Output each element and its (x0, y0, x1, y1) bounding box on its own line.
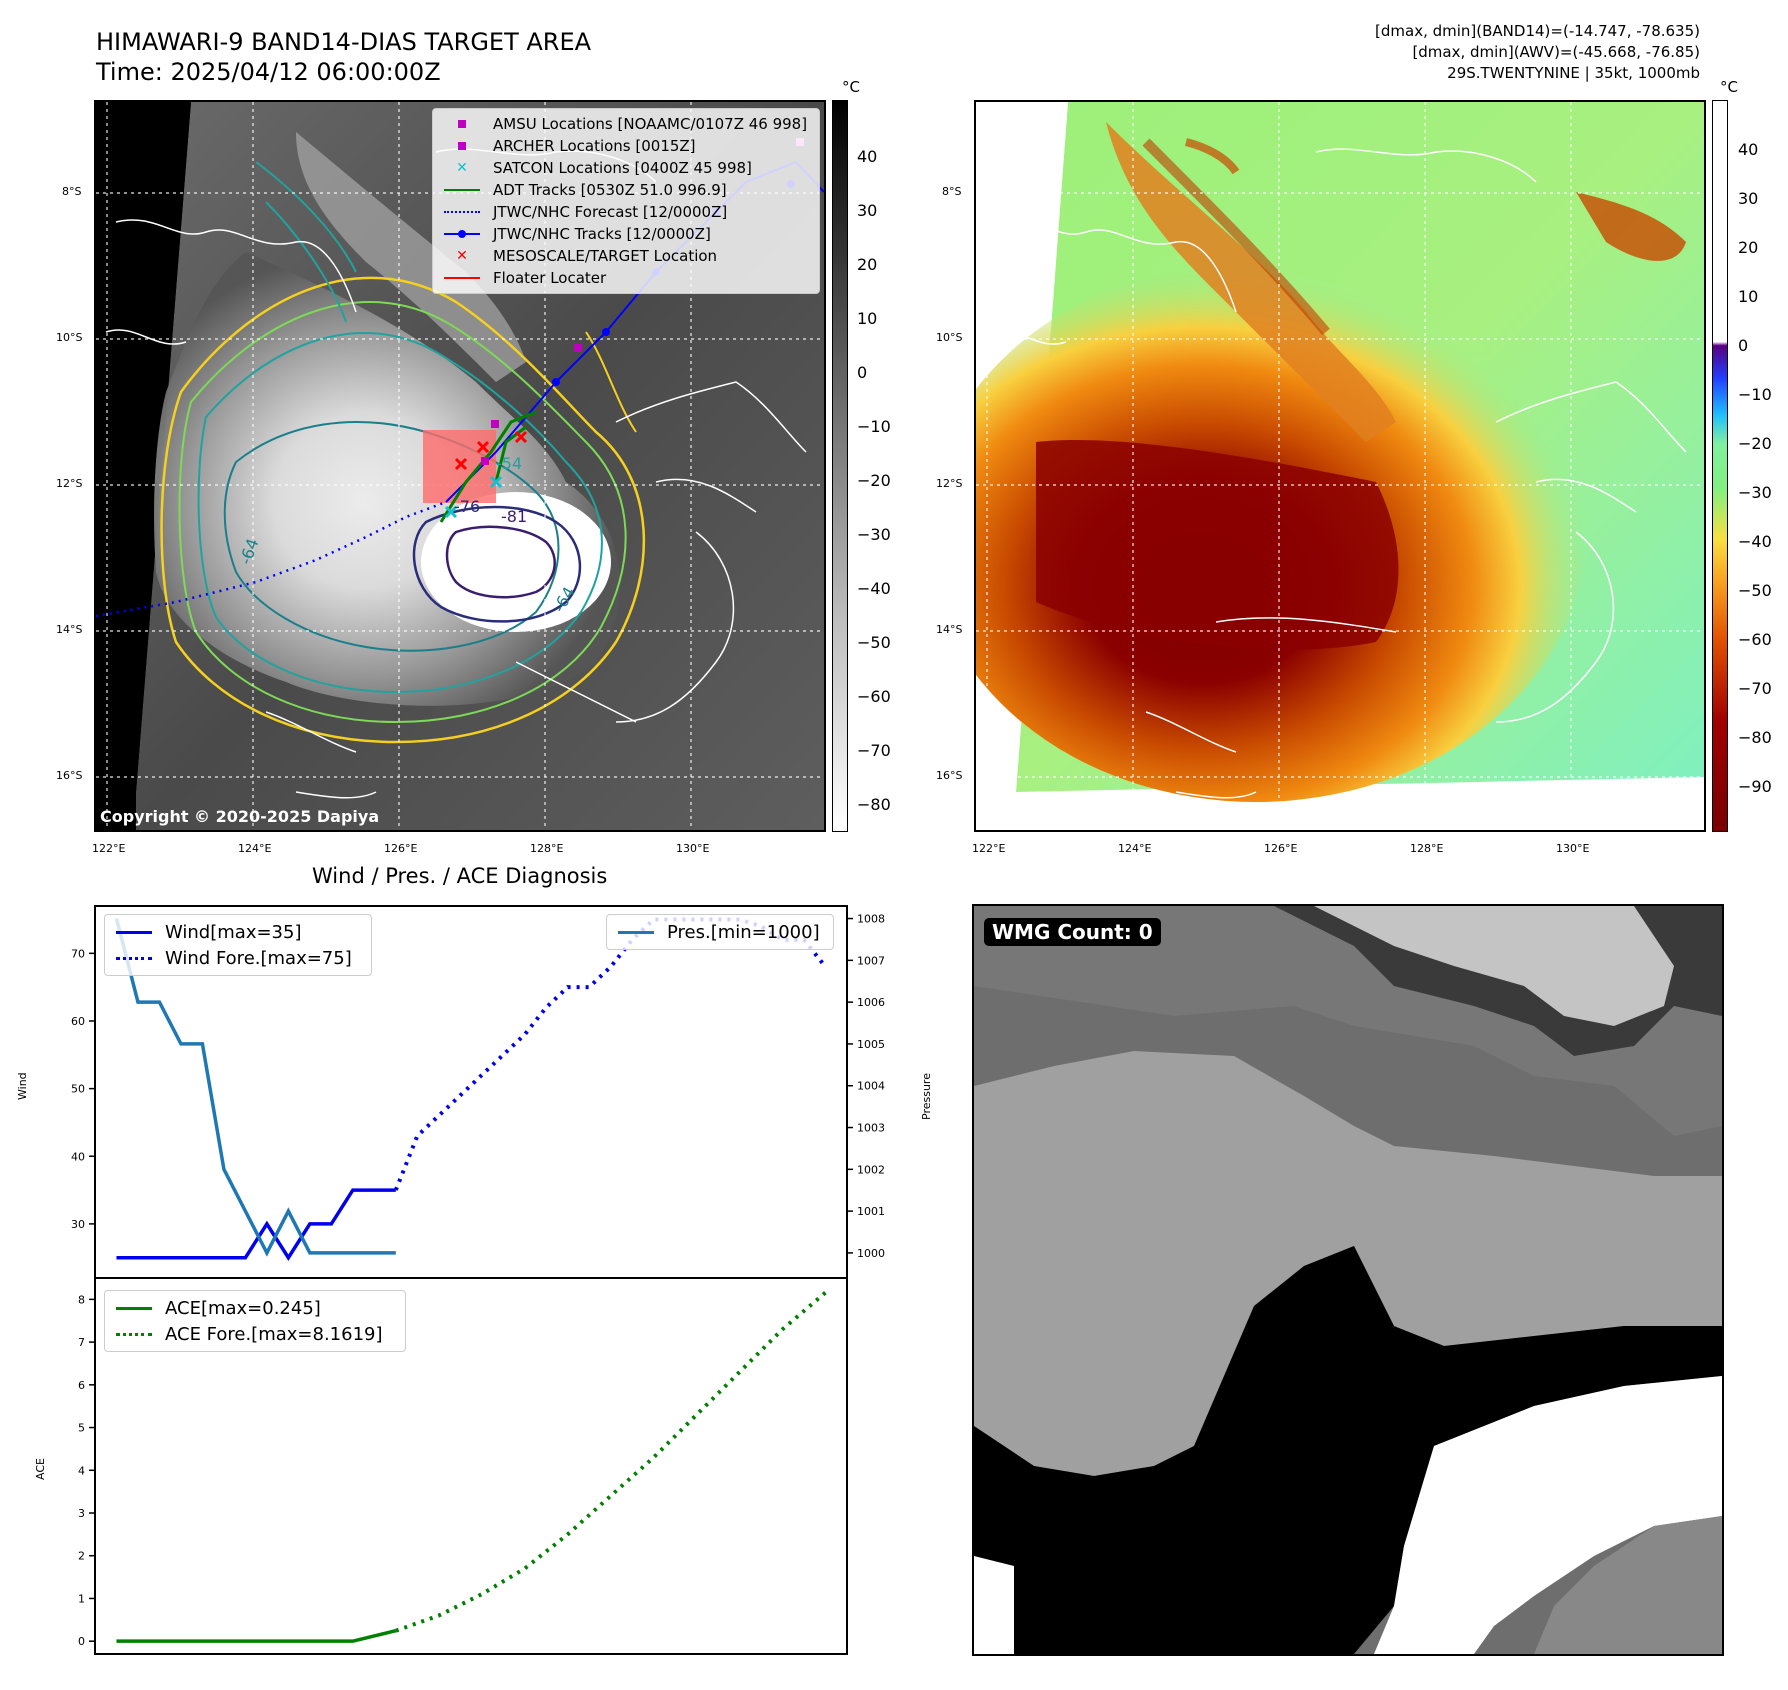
ace-tick-1: 7 (78, 1336, 85, 1349)
pressure-axis: 1008 1007 1006 1005 1004 1003 1002 1001 1000 (847, 913, 885, 1260)
legend-archer: ARCHER Locations [0015Z] (441, 135, 811, 157)
wind-axis-label: Wind (16, 1072, 29, 1100)
legend-satcon: ✕ SATCON Locations [0400Z 45 998] (441, 157, 811, 179)
ace-axis: 8 7 6 5 4 3 2 1 0 (78, 1293, 95, 1648)
pressure-tick-4: 1004 (857, 1080, 885, 1093)
pressure-series-0 (114, 918, 396, 1257)
wmg-panel: WMG Count: 0 (972, 904, 1724, 1656)
awv-colorbar-unit: °C (1720, 78, 1738, 96)
x-marker-icon: ✕ (456, 248, 468, 264)
solid-line-icon (116, 1306, 152, 1310)
ace-series-1 (395, 1291, 827, 1633)
pressure-tick-2: 1006 (857, 996, 885, 1009)
ace-tick-3: 5 (78, 1422, 85, 1435)
pressure-tick-1: 1007 (857, 954, 885, 967)
info-line3: 29S.TWENTYNINE | 35kt, 1000mb (1447, 64, 1700, 82)
band14-colorbar (832, 100, 848, 832)
wind-axis: 70 60 50 40 30 (71, 947, 95, 1231)
awv-map (974, 100, 1706, 832)
ace-tick-8: 0 (78, 1635, 85, 1648)
adt-track (439, 410, 537, 523)
map-legend: AMSU Locations [NOAAMC/0107Z 46 998] ARC… (432, 108, 820, 294)
solid-line-icon (618, 930, 654, 934)
legend-jtwc-tracks: JTWC/NHC Tracks [12/0000Z] (441, 223, 811, 245)
map-title-line1: HIMAWARI-9 BAND14-DIAS TARGET AREA (96, 28, 592, 56)
ace-axis-label: ACE (34, 1458, 47, 1480)
ace-tick-7: 1 (78, 1592, 85, 1605)
ace-panel-frame (94, 1277, 848, 1655)
pressure-axis-label: Pressure (920, 1073, 933, 1120)
square-marker-icon (458, 142, 466, 150)
square-marker-icon (458, 120, 466, 128)
legend-jtwc-forecast: JTWC/NHC Forecast [12/0000Z] (441, 201, 811, 223)
diag-series (114, 917, 828, 1643)
x-marker-icon: ✕ (456, 160, 468, 176)
diag-title: Wind / Pres. / ACE Diagnosis (312, 864, 608, 888)
wind-tick-0: 70 (71, 947, 85, 960)
ace-series-0 (116, 1629, 397, 1643)
wmg-image (974, 906, 1722, 1654)
pressure-tick-7: 1001 (857, 1205, 885, 1218)
wind-series-1 (393, 917, 828, 1191)
line-marker-icon (444, 189, 480, 191)
dotted-line-icon (116, 956, 152, 960)
copyright-label: Copyright © 2020-2025 Dapiya (100, 807, 380, 826)
wind-tick-1: 60 (71, 1015, 85, 1028)
wind-tick-4: 30 (71, 1218, 85, 1231)
legend-amsu: AMSU Locations [NOAAMC/0107Z 46 998] (441, 113, 811, 135)
legend-adt: ADT Tracks [0530Z 51.0 996.9] (441, 179, 811, 201)
wind-tick-2: 50 (71, 1083, 85, 1096)
line-marker-icon (444, 277, 480, 279)
info-line2: [dmax, dmin](AWV)=(-45.668, -76.85) (1412, 43, 1700, 61)
ace-legend: ACE[max=0.245] ACE Fore.[max=8.1619] (104, 1290, 406, 1352)
wmg-count-label: WMG Count: 0 (984, 918, 1161, 946)
awv-image (976, 102, 1704, 830)
legend-floater: Floater Locater (441, 267, 811, 289)
pres-legend: Pres.[min=1000] (606, 914, 834, 950)
dotted-line-icon (116, 1332, 152, 1336)
ace-tick-6: 2 (78, 1550, 85, 1563)
awv-colorbar (1712, 100, 1728, 832)
ace-tick-4: 4 (78, 1464, 85, 1477)
dotted-line-icon (444, 211, 480, 213)
contour-label-81: -81 (501, 507, 528, 526)
dot-marker-icon (458, 230, 466, 238)
pressure-tick-6: 1002 (857, 1163, 885, 1176)
pressure-tick-5: 1003 (857, 1122, 885, 1135)
band14-colorbar-unit: °C (842, 78, 860, 96)
info-line1: [dmax, dmin](BAND14)=(-14.747, -78.635) (1375, 22, 1700, 40)
pressure-tick-0: 1008 (857, 913, 885, 926)
solid-line-icon (116, 930, 152, 934)
pressure-tick-3: 1005 (857, 1038, 885, 1051)
legend-mesoscale: ✕ MESOSCALE/TARGET Location (441, 245, 811, 267)
ace-tick-0: 8 (78, 1293, 85, 1306)
contour-label-76: -76 (454, 497, 481, 516)
contour-label-54: -54 (496, 454, 523, 473)
wind-series-0 (116, 1188, 396, 1261)
map-title-line2: Time: 2025/04/12 06:00:00Z (96, 58, 441, 86)
wind-tick-3: 40 (71, 1150, 85, 1163)
pressure-tick-8: 1000 (857, 1247, 885, 1260)
ace-tick-5: 3 (78, 1507, 85, 1520)
ace-tick-2: 6 (78, 1379, 85, 1392)
wind-legend: Wind[max=35] Wind Fore.[max=75] (104, 914, 372, 976)
